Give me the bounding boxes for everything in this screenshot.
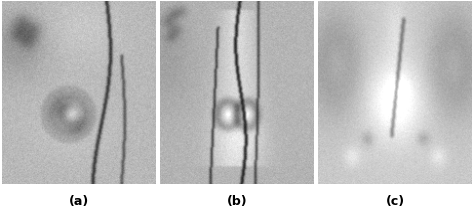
Text: (c): (c) (385, 194, 404, 208)
Text: (b): (b) (227, 194, 247, 208)
Text: (a): (a) (69, 194, 89, 208)
